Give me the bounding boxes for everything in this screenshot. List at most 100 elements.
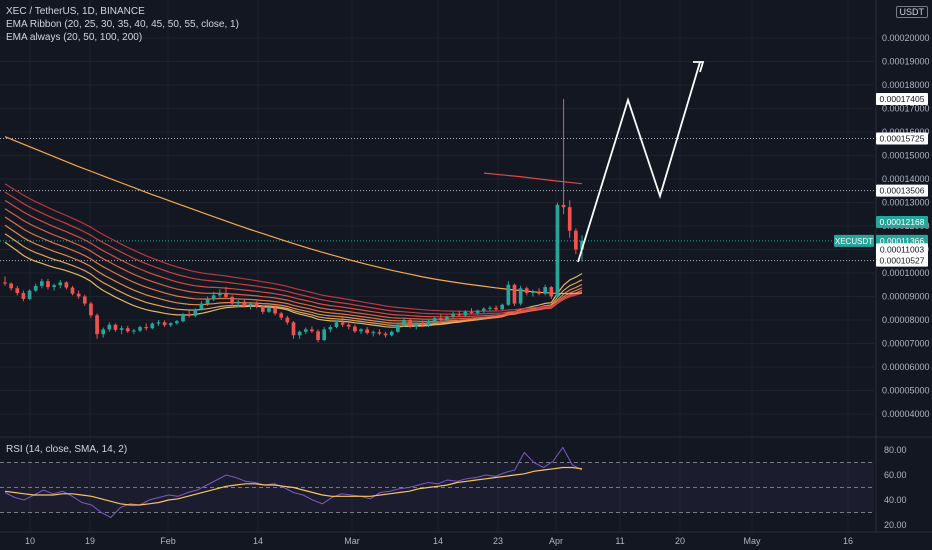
candle-body [500, 304, 505, 310]
time-tick-label: 16 [843, 536, 853, 546]
symbol-title[interactable]: XEC / TetherUS, 1D, BINANCE [6, 6, 145, 17]
candle-body [580, 240, 584, 250]
candle-body [162, 322, 167, 326]
price-tick-label: 0.00016000 [882, 127, 930, 137]
price-tick-label: 0.00010000 [882, 268, 930, 278]
rsi-line [4, 446, 583, 519]
candle-body [187, 314, 191, 316]
candle-body [52, 285, 56, 288]
price-tick-label: 0.00014000 [882, 174, 930, 184]
candle-body [125, 328, 130, 332]
candle-body [402, 320, 406, 325]
price-label-bg [876, 184, 928, 197]
candle-body [205, 298, 210, 304]
time-tick-label: Mar [344, 536, 360, 546]
candle-body [107, 324, 112, 330]
indicator-ema-ribbon-label[interactable]: EMA Ribbon (20, 25, 30, 35, 40, 45, 50, … [6, 19, 239, 30]
candle-body [426, 321, 431, 326]
candle-body [267, 307, 271, 312]
candle-body [537, 291, 541, 294]
candle-body [15, 288, 20, 293]
candle-body [549, 287, 554, 297]
candle-body [291, 322, 296, 336]
ema-ribbon-line [4, 208, 583, 320]
candle-body [242, 301, 247, 306]
candle-body [64, 282, 69, 288]
candle-body [168, 323, 173, 326]
indicator-ema-always-label[interactable]: EMA always (20, 50, 100, 200) [6, 32, 143, 43]
candle-body [340, 322, 345, 325]
ema-200-line [4, 136, 583, 295]
candle-body [518, 288, 523, 304]
candle-body [334, 322, 339, 328]
symbol-tag-text: XECUSDT [835, 237, 873, 246]
candle-body [310, 329, 314, 332]
price-tick-label: 0.00018000 [882, 80, 930, 90]
price-tick-label: 0.00006000 [882, 362, 930, 372]
candle-body [494, 307, 498, 310]
candle-body [46, 281, 50, 288]
candle-body [420, 323, 425, 326]
price-label-text: 0.00010527 [880, 256, 925, 266]
candle-body [303, 329, 308, 332]
candle-body [481, 308, 486, 311]
candle-body [21, 292, 26, 299]
candle-body [389, 331, 394, 336]
candle-body [138, 327, 142, 331]
candle-body [273, 307, 277, 314]
price-tick-label: 0.00020000 [882, 33, 930, 43]
candle-body [383, 333, 388, 336]
candle-body [236, 301, 241, 304]
candle-body [27, 290, 32, 299]
candle-body [285, 317, 290, 323]
price-label-text: 0.00017405 [880, 94, 925, 104]
candle-body [89, 303, 93, 316]
time-tick-label: 10 [25, 536, 35, 546]
ema-ribbon-line [4, 183, 583, 312]
candle-body [279, 313, 284, 318]
price-label-bg [876, 243, 928, 256]
projection-arrow-head [693, 61, 705, 73]
rsi-tick-label: 20.00 [884, 520, 907, 530]
candle-body [58, 282, 63, 286]
time-tick-label: 14 [253, 536, 263, 546]
candle-body [70, 287, 75, 294]
candle-body [230, 296, 234, 304]
candle-body [561, 204, 566, 208]
candle-body [144, 327, 149, 329]
candle-body [211, 295, 216, 299]
price-tick-label: 0.00013000 [882, 198, 930, 208]
price-tick-label: 0.00015000 [882, 151, 930, 161]
candle-body [3, 282, 7, 284]
candle-body [346, 324, 351, 327]
candle-body [488, 307, 492, 309]
ema-ribbon-line [4, 199, 583, 318]
ema-short-segment [483, 172, 583, 185]
candle-body [359, 329, 363, 332]
candle-body [33, 285, 38, 291]
time-tick-label: 11 [615, 536, 624, 546]
candle-body [119, 328, 124, 330]
currency-badge[interactable]: USDT [895, 6, 928, 18]
price-tick-label: 0.00017000 [882, 104, 930, 114]
candle-body [432, 318, 437, 322]
rsi-pane: 80.00 60.00 40.00 20.00 [0, 445, 907, 530]
candle-body [475, 310, 480, 313]
candle-body [322, 329, 327, 340]
candle-body [132, 330, 136, 332]
candle-body [463, 311, 468, 316]
price-labels: 0.00017405 0.00015725 0.00013506 0.00012168… [834, 92, 928, 267]
price-tick-label: 0.00008000 [882, 315, 930, 325]
candle-body [95, 315, 99, 335]
candle-body [524, 288, 529, 293]
time-tick-label: Apr [549, 536, 563, 546]
price-label-text: 0.00013506 [880, 186, 925, 196]
candle-body [438, 318, 443, 320]
candle-body [506, 284, 511, 305]
candle-body [555, 204, 560, 297]
candle-body [316, 331, 320, 340]
candle-body [101, 329, 106, 335]
candles [3, 99, 584, 343]
rsi-label[interactable]: RSI (14, close, SMA, 14, 2) [6, 444, 128, 455]
